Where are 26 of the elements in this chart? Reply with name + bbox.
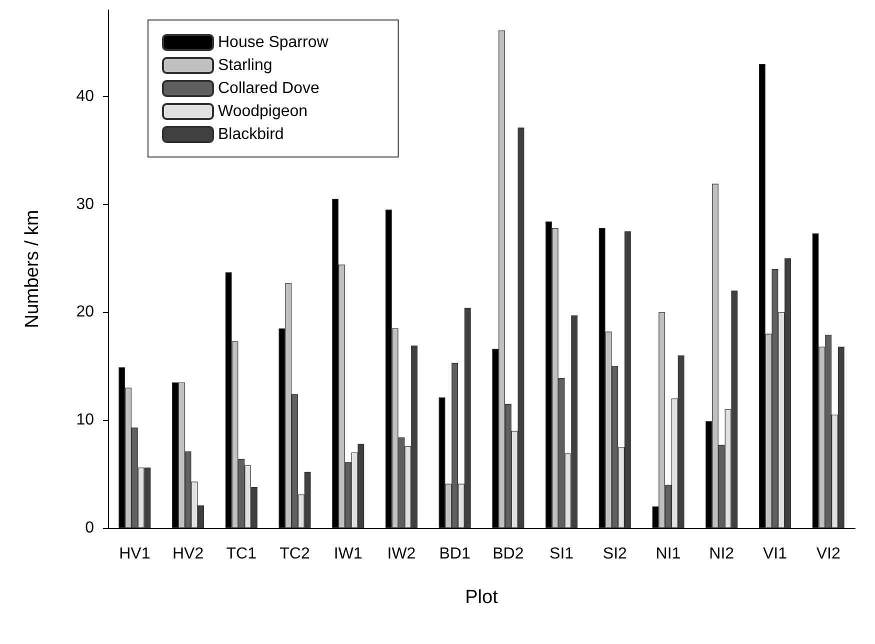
legend-label: House Sparrow [218, 34, 329, 51]
y-axis-title: Numbers / km [22, 210, 43, 328]
x-tick-label: BD1 [439, 546, 470, 562]
x-tick-label: HV2 [172, 546, 204, 562]
x-tick-label: TC2 [280, 546, 310, 562]
x-tick-label: IW1 [334, 546, 362, 562]
legend-label: Blackbird [218, 126, 284, 143]
x-tick-label: IW2 [387, 546, 416, 562]
x-tick-label: NI2 [709, 546, 734, 562]
y-tick-label: 10 [76, 412, 94, 429]
x-tick-label: NI1 [656, 546, 681, 562]
x-tick-label: VI1 [762, 546, 788, 562]
x-tick-label: SI2 [602, 546, 627, 562]
x-axis-title: Plot [465, 587, 499, 608]
y-tick-label: 20 [76, 304, 94, 321]
legend-label: Collared Dove [218, 80, 320, 97]
legend-label: Woodpigeon [218, 103, 308, 120]
y-tick-label: 30 [76, 196, 94, 213]
x-tick-label: BD2 [492, 546, 524, 562]
x-tick-label: SI1 [550, 546, 574, 562]
x-tick-label: HV1 [119, 546, 150, 562]
x-tick-label: TC1 [226, 546, 257, 562]
legend-label: Starling [218, 57, 272, 74]
x-tick-label: VI2 [816, 546, 840, 562]
y-tick-label: 40 [76, 88, 94, 105]
y-tick-label: 0 [85, 520, 94, 536]
